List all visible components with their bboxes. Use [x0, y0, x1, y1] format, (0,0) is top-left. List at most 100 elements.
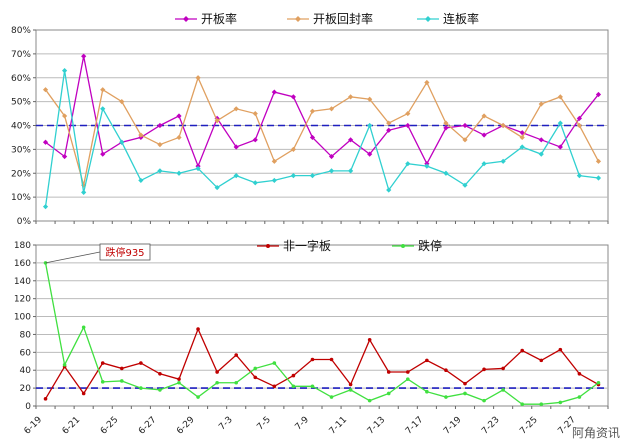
data-point [62, 113, 68, 119]
data-point [252, 110, 258, 117]
data-point [558, 347, 563, 352]
data-point [576, 115, 582, 121]
y-tick-label: 40 [20, 366, 32, 376]
data-point [81, 325, 86, 330]
data-point [119, 99, 125, 105]
data-point [462, 137, 468, 143]
x-tick-label: 7-17 [404, 415, 426, 437]
y-tick-label: 60% [11, 74, 31, 84]
data-point [501, 388, 505, 392]
annotation-leader [45, 251, 101, 264]
data-point [177, 380, 181, 385]
data-point [406, 377, 410, 381]
data-point [42, 204, 49, 210]
data-point [81, 189, 87, 195]
data-point [215, 380, 219, 385]
data-point [329, 395, 334, 399]
data-point [252, 137, 258, 143]
y-tick-label: 60 [20, 348, 32, 358]
data-point [309, 108, 316, 114]
data-point [157, 168, 163, 174]
legend-marker [401, 244, 405, 248]
data-point [158, 388, 162, 392]
data-point [538, 151, 544, 157]
data-point [62, 363, 67, 367]
data-point [520, 402, 524, 407]
data-point [81, 391, 86, 396]
data-point [233, 144, 239, 150]
data-point [62, 153, 68, 160]
data-point [444, 395, 448, 399]
y-tick-label: 40% [11, 122, 31, 132]
x-tick-label: 7-9 [294, 415, 312, 433]
data-point [424, 163, 430, 169]
data-point [195, 165, 201, 172]
data-point [271, 89, 277, 95]
data-point [348, 94, 354, 100]
legend-marker [183, 16, 189, 22]
data-point [271, 177, 277, 184]
y-tick-label: 140 [14, 277, 31, 287]
series-line [44, 327, 599, 400]
data-point [81, 53, 87, 59]
data-point [481, 132, 487, 138]
data-point [405, 161, 411, 167]
x-tick-label: 7-3 [217, 415, 234, 432]
x-tick-label: 6-29 [175, 415, 197, 437]
data-point [386, 391, 391, 396]
data-point [100, 106, 106, 112]
data-point [538, 137, 544, 143]
data-point [42, 139, 49, 145]
data-point [120, 366, 124, 371]
data-point [595, 175, 602, 181]
data-point [500, 122, 506, 129]
data-point [215, 370, 219, 374]
data-point [310, 357, 315, 362]
data-point [367, 151, 373, 157]
data-point [348, 168, 354, 174]
data-point [329, 357, 334, 362]
data-point [443, 120, 449, 126]
y-tick-label: 180 [14, 241, 31, 251]
data-point [290, 146, 296, 152]
data-point [519, 144, 525, 150]
legend-label: 非一字板 [283, 238, 331, 253]
data-point [386, 370, 391, 374]
data-point [576, 173, 582, 179]
data-point [119, 139, 125, 145]
x-tick-label: 7-5 [255, 415, 272, 432]
data-point [348, 382, 353, 387]
data-point [272, 384, 277, 389]
data-point [462, 122, 468, 129]
data-point [367, 398, 372, 403]
y-tick-label: 10% [11, 193, 31, 203]
data-point [100, 151, 106, 157]
data-point [234, 380, 238, 385]
data-point [139, 386, 143, 390]
bottom-chart-count: 0 20 40 60 80 100 120 140 160 180 非一字板 跌停 6-19 6-21 6-… [14, 238, 609, 437]
data-point [233, 173, 239, 179]
data-point [42, 87, 49, 93]
data-point [253, 366, 258, 371]
top-chart-rate: 0% 10% 20% 30% 40% 50% 60% 70% 80% 开板率 开板回封率 连板率 [11, 11, 609, 227]
data-point [386, 127, 392, 133]
data-point [310, 384, 315, 389]
data-point [463, 391, 467, 396]
data-point [195, 75, 201, 81]
data-point [214, 118, 220, 124]
series-line [45, 56, 599, 168]
data-point [501, 366, 505, 371]
x-tick-label: 6-25 [99, 415, 121, 437]
data-point [406, 370, 410, 374]
series-line [44, 70, 599, 207]
data-point [177, 377, 181, 381]
data-point [271, 158, 277, 164]
data-point [157, 122, 163, 129]
data-point [557, 120, 563, 126]
data-point [443, 170, 449, 176]
data-point [577, 372, 582, 376]
y-tick-label: 0 [25, 402, 31, 412]
data-point [234, 353, 238, 357]
legend-label: 跌停 [418, 238, 442, 253]
